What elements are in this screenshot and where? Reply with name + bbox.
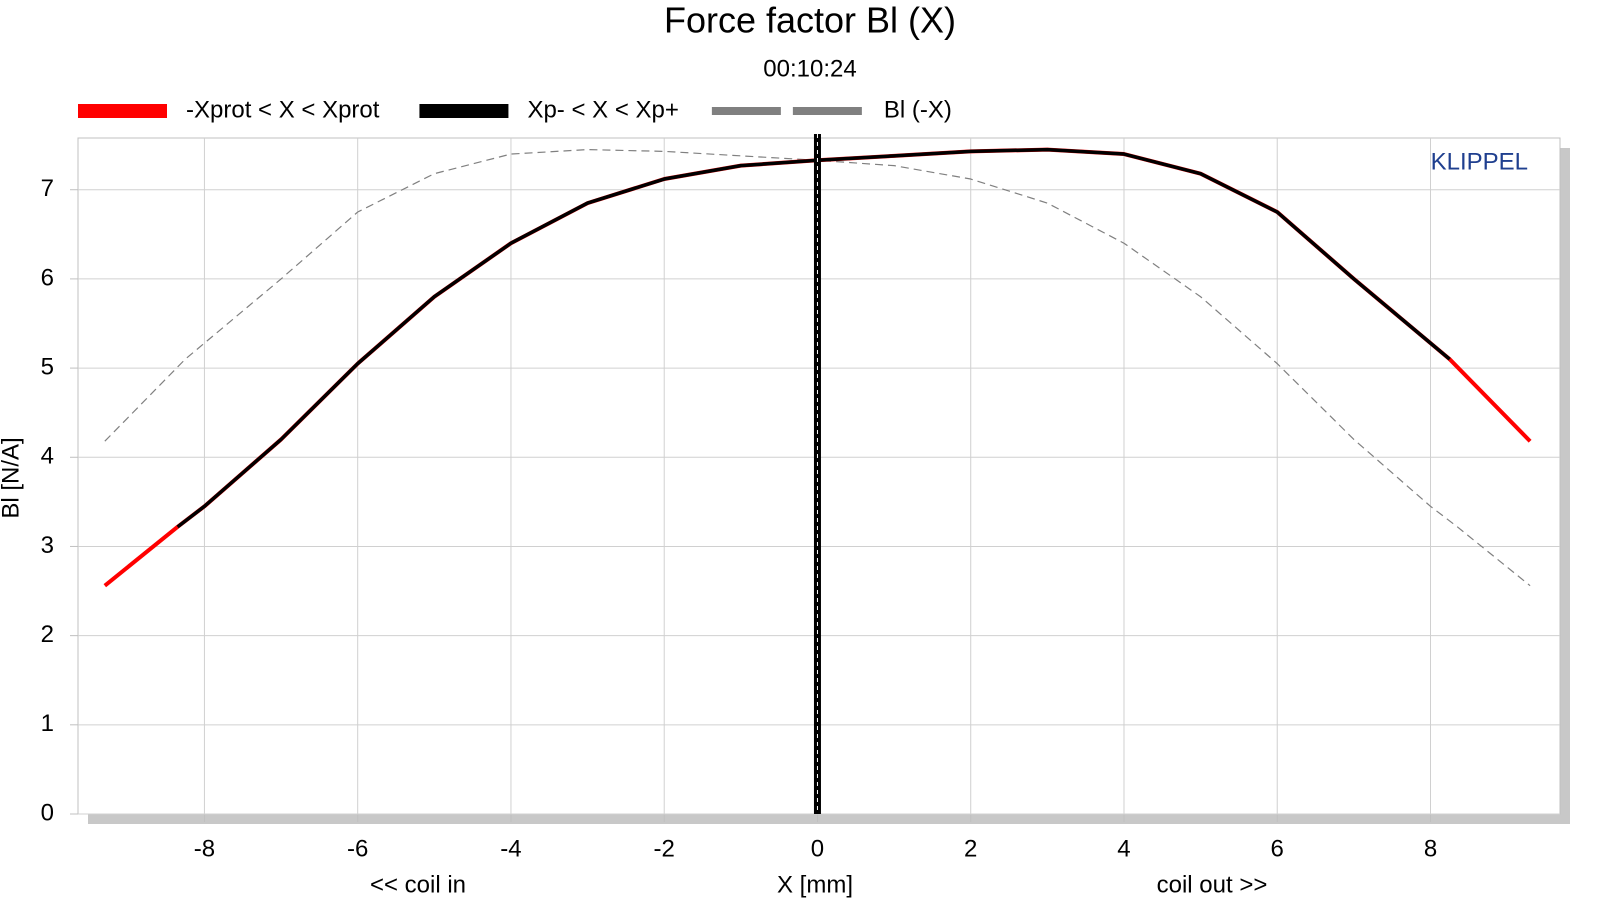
x-axis-label-left: << coil in [370,871,466,898]
x-tick-label: 2 [964,835,977,862]
x-tick-label: -8 [194,835,215,862]
legend-label: Xp- < X < Xp+ [527,96,678,123]
x-tick-label: 6 [1271,835,1284,862]
x-tick-label: -4 [500,835,521,862]
labels: -8 -6 -4 -2 0 2 4 6 8 0 1 2 3 4 5 6 7 -Xprot < X < Xprot X… [41,96,1438,862]
annotation: KLIPPEL [1431,148,1528,175]
x-tick-label: 4 [1117,835,1130,862]
legend-label: -Xprot < X < Xprot [186,96,380,123]
y-tick-label: 7 [41,175,54,202]
chart-subtitle: 00:10:24 [763,55,856,82]
x-tick-label: -6 [347,835,368,862]
y-tick-label: 0 [41,799,54,826]
x-tick-label: 0 [811,835,824,862]
x-tick-label: 8 [1424,835,1437,862]
y-tick-label: 4 [41,443,54,470]
x-axis-label: X [mm] [777,871,853,898]
y-tick-label: 3 [41,532,54,559]
y-tick-label: 6 [41,264,54,291]
legend-label: Bl (-X) [884,96,952,123]
y-axis-label: Bl [N/A] [0,437,24,518]
plot-lines [103,134,1532,814]
y-tick-label: 2 [41,621,54,648]
chart-title: Force factor Bl (X) [664,0,956,41]
x-axis-label-right: coil out >> [1157,871,1268,898]
x-tick-label: -2 [654,835,675,862]
y-tick-label: 5 [41,353,54,380]
y-tick-label: 1 [41,710,54,737]
